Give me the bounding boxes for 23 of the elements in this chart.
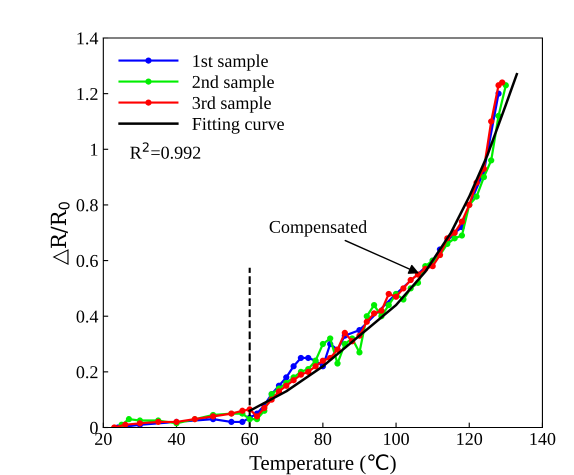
x-tick-label: 120: [457, 432, 482, 446]
annotation: Compensated: [270, 220, 367, 237]
x-tick-label: 100: [384, 432, 409, 446]
y-tick-label: 0.4: [76, 310, 98, 323]
y-tick-label: 1.2: [77, 88, 98, 100]
y-tick-label: 0.8: [76, 199, 98, 212]
y-tick-label: 0.6: [76, 254, 98, 268]
y-tick-label: 1: [91, 144, 98, 156]
annotation: R$^{2}$=0.992: [130, 142, 200, 159]
x-tick-label: 60: [241, 432, 258, 446]
y-tick-label: 1.4: [77, 32, 98, 45]
x-tick-label: 40: [168, 432, 185, 446]
legend-label: 1st sample: [193, 54, 268, 71]
legend-label: 3rd sample: [192, 96, 271, 113]
x-axis-title: Temperature (℃): [250, 454, 396, 474]
x-tick-label: 80: [314, 432, 332, 446]
y-tick-label: 0.2: [76, 366, 98, 378]
legend-label: Fitting curve: [192, 118, 284, 134]
x-tick-label: 20: [95, 432, 112, 446]
y-tick-label: 0: [90, 422, 98, 434]
x-tick-label: 140: [530, 432, 556, 446]
legend-label: 2nd sample: [192, 75, 274, 92]
y-axis-title: △R/R$_{0}$: [50, 202, 70, 265]
